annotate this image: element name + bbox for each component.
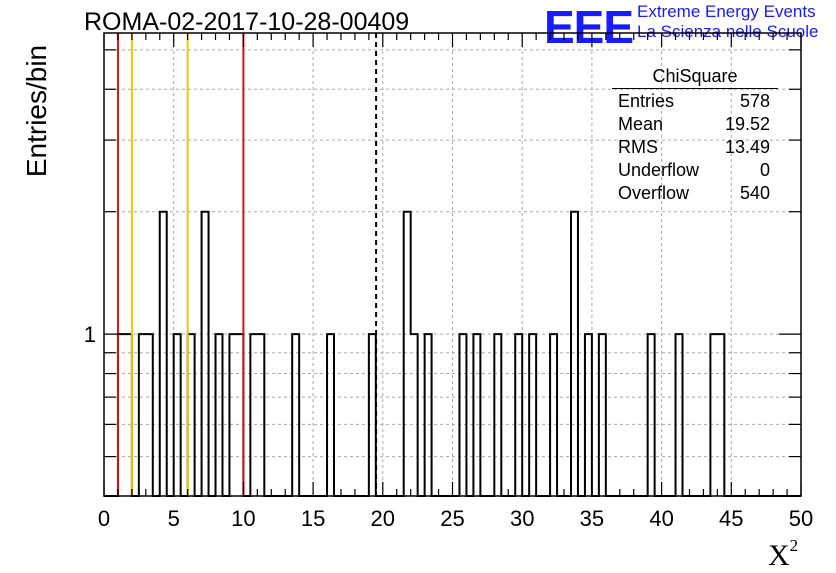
histogram-bin-30 [710, 334, 717, 496]
histogram-bin-2 [139, 334, 146, 496]
stats-row-mean: Mean 19.52 [618, 114, 770, 134]
histogram-bin-21 [494, 334, 501, 496]
x-tick-label: 15 [301, 506, 325, 531]
histogram-bin-15 [369, 334, 376, 496]
x-tick-label: 35 [580, 506, 604, 531]
histogram-bin-28 [648, 334, 655, 496]
stats-title: ChiSquare [612, 66, 778, 89]
histogram-bin-1 [125, 334, 132, 496]
histogram-bin-19 [459, 334, 466, 496]
histogram-bin-6 [188, 334, 195, 496]
x-tick-label: 40 [649, 506, 673, 531]
x-tick-label: 20 [371, 506, 395, 531]
histogram-bin-14 [327, 334, 334, 496]
x-tick-label: 45 [719, 506, 743, 531]
x-tick-label: 50 [789, 506, 813, 531]
histogram-bin-3 [146, 334, 153, 496]
x-tick-label: 10 [231, 506, 255, 531]
histogram-bin-26 [585, 334, 592, 496]
x-tick-label: 30 [510, 506, 534, 531]
histogram-bin-25 [571, 212, 578, 496]
histogram-bin-27 [599, 334, 606, 496]
x-axis-label: X2 [768, 536, 799, 572]
histogram-bin-29 [676, 334, 683, 496]
stats-row-entries: Entries 578 [618, 91, 770, 111]
histogram-bin-23 [529, 334, 536, 496]
stats-box: ChiSquare Entries 578 Mean 19.52 RMS 13.49 … [612, 66, 778, 205]
histogram-bin-13 [292, 334, 299, 496]
histogram-bin-8 [216, 334, 223, 496]
stats-row-underflow: Underflow 0 [618, 160, 770, 180]
x-tick-label: 0 [98, 506, 110, 531]
x-tick-label: 25 [440, 506, 464, 531]
histogram-bin-12 [257, 334, 264, 496]
y-tick-label: 1 [84, 322, 96, 347]
histogram-bin-17 [411, 334, 418, 496]
eee-logo-line1: Extreme Energy Events [637, 2, 816, 21]
histogram-bin-7 [202, 212, 209, 496]
histogram-bin-5 [174, 334, 181, 496]
histogram-bin-22 [515, 334, 522, 496]
histogram-bin-16 [404, 212, 411, 496]
histogram-bin-4 [160, 212, 167, 496]
eee-logo: EEE [544, 1, 634, 53]
histogram-bin-0 [118, 334, 125, 496]
histogram-bin-11 [250, 334, 257, 496]
x-tick-label: 5 [168, 506, 180, 531]
stats-row-rms: RMS 13.49 [618, 137, 770, 157]
histogram-bin-10 [236, 334, 243, 496]
histogram-bin-9 [229, 334, 236, 496]
stats-row-overflow: Overflow 540 [618, 183, 770, 203]
histogram-bin-18 [425, 334, 432, 496]
chart-title: ROMA-02-2017-10-28-00409 [84, 8, 410, 36]
histogram-bin-31 [717, 334, 724, 496]
histogram-bin-24 [550, 334, 557, 496]
histogram-bin-20 [473, 334, 480, 496]
